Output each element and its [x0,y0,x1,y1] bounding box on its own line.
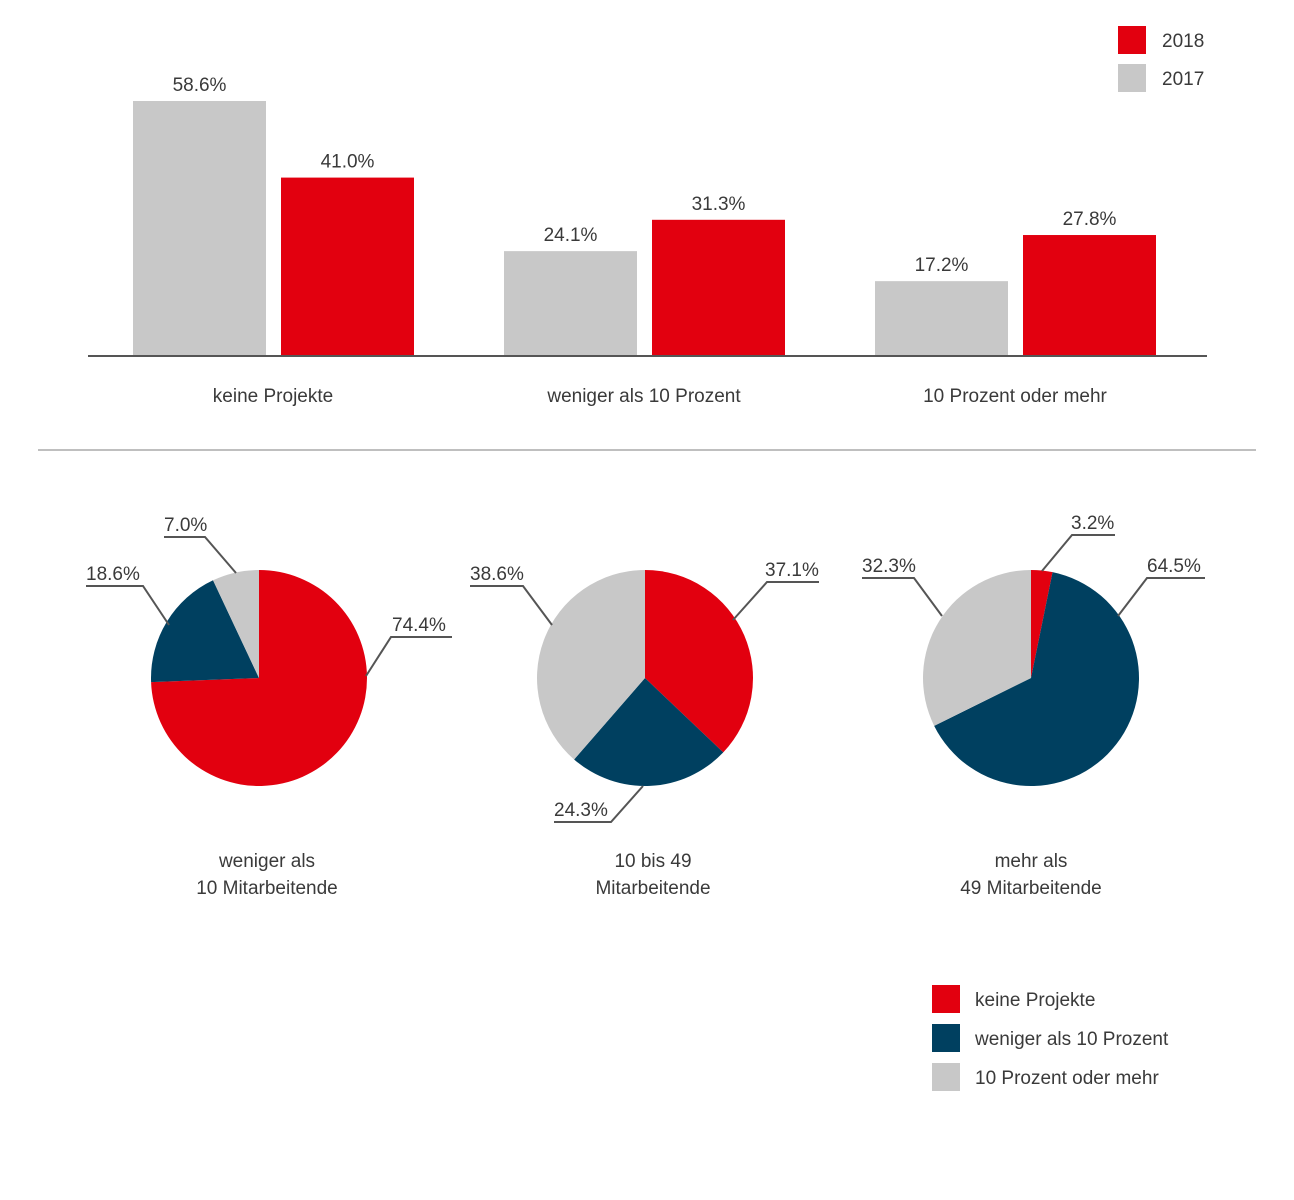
pie-slice-1-1 [574,678,724,786]
pie-charts: 74.4% 18.6% 7.0% weniger als 10 Mitarbeitend… [86,513,1205,899]
legend-swatch [932,1024,960,1052]
leader-line [164,536,237,574]
pie-slice-0-0 [151,570,367,786]
legend-swatch [932,985,960,1013]
legend-label: 2018 [1162,31,1204,52]
pie-slice-2-1 [934,572,1139,786]
pie-slice-2-2 [923,570,1031,726]
pie-value-label: 38.6% [470,564,524,585]
bar-2017-1 [504,251,637,356]
leader-line [365,636,452,677]
bar-value-label: 27.8% [1063,209,1117,230]
legend-label: keine Projekte [975,990,1095,1011]
pie-slice-2-0 [1031,570,1053,678]
leader-line [1041,534,1115,572]
bar-value-label: 31.3% [692,194,746,215]
category-label: weniger als 10 Prozent [546,386,741,407]
bar-value-label: 58.6% [173,75,227,96]
bar-value-label: 24.1% [544,225,598,246]
pie-value-label: 74.4% [392,615,446,636]
pie-value-label: 7.0% [164,515,207,536]
pie-slice-0-2 [213,570,259,678]
legend-label: weniger als 10 Prozent [974,1029,1169,1050]
legend-swatch [1118,26,1146,54]
pie-value-label: 24.3% [554,800,608,821]
pie-category-label: 10 bis 49 [614,851,691,872]
pie-slice-0-1 [151,580,259,683]
legend-swatch [932,1063,960,1091]
legend-label: 2017 [1162,69,1204,90]
pie-slice-1-0 [645,570,754,753]
bar-value-label: 17.2% [915,255,969,276]
category-label: 10 Prozent oder mehr [923,386,1107,407]
pie-category-label: weniger als [218,851,315,872]
pie-category-label: 10 Mitarbeitende [196,878,338,899]
leader-line [862,577,943,617]
leader-line [1117,577,1205,617]
legend-label: 10 Prozent oder mehr [975,1068,1159,1089]
pie-value-label: 18.6% [86,564,140,585]
leader-line [554,785,644,823]
pie-value-label: 3.2% [1071,513,1114,534]
pie-category-label: 49 Mitarbeitende [960,878,1102,899]
category-label: keine Projekte [213,386,333,407]
leader-line [732,581,819,621]
bar-chart: 58.6% 24.1% 17.2% 41.0% 31.3% 27.8% keine Proj… [88,26,1207,407]
leader-line [86,585,170,626]
bar-2018-0 [281,177,414,356]
pie-value-label: 32.3% [862,556,916,577]
legend-swatch [1118,64,1146,92]
pie-legend: keine Projekte weniger als 10 Prozent 10 P… [932,985,1169,1091]
bar-2018-2 [1023,235,1156,356]
pie-value-label: 64.5% [1147,556,1201,577]
leader-line [470,585,553,626]
bar-2018-1 [652,219,785,356]
pie-value-label: 37.1% [765,560,819,581]
bar-value-label: 41.0% [321,152,375,173]
pie-category-label: Mitarbeitende [595,878,710,899]
bar-2017-2 [875,281,1008,356]
pie-category-label: mehr als [995,851,1068,872]
bar-2017-0 [133,101,266,356]
pie-slice-1-2 [537,570,645,760]
